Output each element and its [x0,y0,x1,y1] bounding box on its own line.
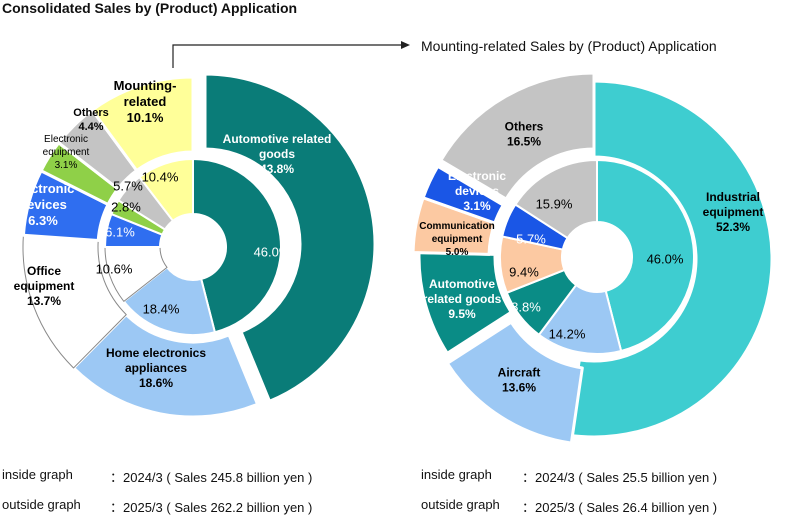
outer-slice-aircraft [445,320,584,445]
outer-slice-industrial-equipment [566,79,774,439]
outer-slice-electronic-devices [421,164,505,225]
left-outside-value: ：2025/3 ( Sales 262.2 billion yen ) [110,500,313,515]
inner-label-others: 15.9% [536,196,573,211]
left-outside-label: outside graph [2,497,81,512]
inner-label-electronic-equipment: 2.8% [111,199,141,214]
inner-label-communication-equipment: 9.4% [509,264,539,279]
outer-slice-home-electronics-appliances [72,313,260,419]
outer-label-others: Others 4.4% [73,107,108,133]
outer-slice-automotive-related-goods [203,72,377,403]
left-inside-label: inside graph [2,467,73,482]
main-chart-title: Consolidated Sales by (Product) Applicat… [2,0,298,16]
outer-label-aircraft: Aircraft 13.6% [498,366,541,395]
outer-label-mounting-related: Mounting-related 10.1% [114,78,177,125]
right-outside-value: ：2025/3 ( Sales 26.4 billion yen ) [522,500,718,515]
outer-label-electronic-devices: Electronic devices 3.1% [448,169,506,213]
connector-line [172,44,402,68]
inner-label-others: 5.7% [113,178,143,193]
outer-label-industrial-equipment: Industrial equipment 52.3% [703,190,764,234]
outer-label-automotive-related-goods: Automotive related goods 9.5% [423,277,502,321]
consolidated-donut: Automotive related goods 43.8% Home electro… [12,72,377,419]
connector-arrowhead [401,41,410,49]
outer-label-home-electronics-appliances: Home electronics appliances 18.6% [106,346,206,390]
outer-label-electronic-equipment: Electronic equipment 3.1% [43,134,90,171]
inner-slice-others [514,159,598,240]
inner-label-automotive-related-goods: 46.0% [254,244,291,259]
outer-label-communication-equipment: Communication equipment 5.0% [419,221,495,258]
left-inside-value: ：2024/3 ( Sales 245.8 billion yen ) [110,470,313,485]
inner-slice-home-electronics-appliances [122,266,216,336]
right-inside-value: ：2024/3 ( Sales 25.5 billion yen ) [522,470,718,485]
outer-label-electronic-devices: Electronic devices 6.3% [12,181,75,228]
outer-slice-others [439,71,596,201]
inner-label-mounting-related: 10.4% [142,169,179,184]
inner-label-home-electronics-appliances: 18.4% [143,301,180,316]
inner-label-industrial-equipment: 46.0% [647,251,684,266]
inner-slice-automotive-related-goods [192,158,282,334]
sub-chart-title: Mounting-related Sales by (Product) Appl… [421,38,717,54]
inner-label-office-equipment: 10.6% [96,261,133,276]
mounting-donut: Industrial equipment 52.3% Aircraft 13.6% Aut… [411,71,774,445]
inner-label-electronic-devices: 6.1% [105,224,135,239]
connector-arrow [172,41,410,68]
outer-label-office-equipment: Office equipment 13.7% [14,264,75,308]
inner-slice-industrial-equipment [596,159,696,352]
inner-slice-mounting-related [138,158,194,222]
inner-label-automotive-related-goods: 8.8% [511,299,541,314]
right-outside-label: outside graph [421,497,500,512]
outer-label-others: Others 16.5% [505,120,544,149]
outer-slice-mounting-related [90,75,195,172]
donut-charts: Automotive related goods 43.8% Home electro… [12,41,774,445]
right-inside-label: inside graph [421,467,492,482]
inner-label-aircraft: 14.2% [549,326,586,341]
inner-label-electronic-devices: 5.7% [516,231,546,246]
outer-label-automotive-related-goods: Automotive related goods 43.8% [223,132,332,176]
